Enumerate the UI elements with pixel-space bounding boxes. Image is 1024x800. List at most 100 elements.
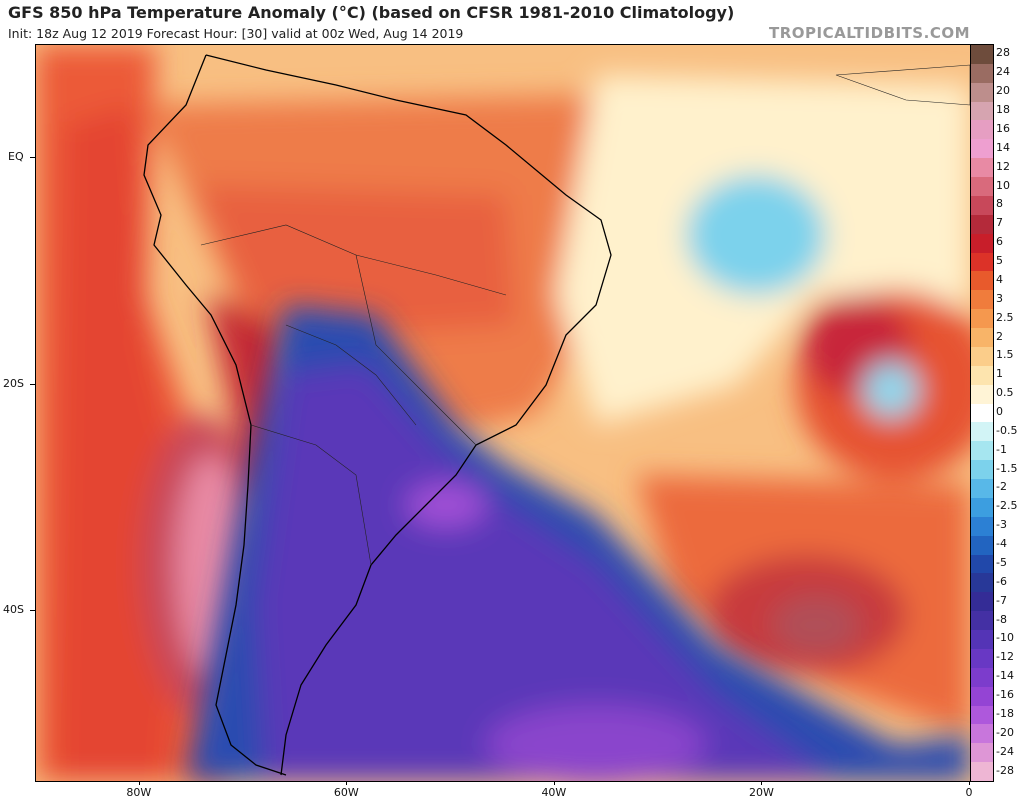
latitude-label: 20S xyxy=(3,376,24,390)
colorbar-swatch xyxy=(971,139,993,159)
longitude-tick xyxy=(553,781,555,785)
colorbar-swatch xyxy=(971,177,993,197)
colorbar-swatch xyxy=(971,45,993,65)
colorbar-label: -3 xyxy=(996,518,1007,532)
colorbar-label: -16 xyxy=(996,688,1014,702)
colorbar-swatch xyxy=(971,573,993,593)
colorbar-label: -1.5 xyxy=(996,461,1018,475)
longitude-label: 40W xyxy=(541,786,567,799)
colorbar-label: 3 xyxy=(996,291,1003,305)
colorbar-label: -6 xyxy=(996,574,1007,588)
colorbar-label: 14 xyxy=(996,140,1010,154)
colorbar-swatch xyxy=(971,328,993,348)
colorbar-swatch xyxy=(971,611,993,631)
map-subtitle: Init: 18z Aug 12 2019 Forecast Hour: [30… xyxy=(8,26,464,41)
colorbar-label: -2.5 xyxy=(996,499,1018,513)
colorbar-label: -8 xyxy=(996,612,1007,626)
colorbar-label: 20 xyxy=(996,84,1010,98)
colorbar-label: -24 xyxy=(996,744,1014,758)
cold-air-minimum xyxy=(406,483,486,527)
colorbar-swatch xyxy=(971,554,993,574)
anomaly-map xyxy=(35,44,971,782)
longitude-label: 0 xyxy=(965,786,973,799)
colorbar-swatch xyxy=(971,497,993,518)
colorbar-swatch xyxy=(971,346,993,367)
colorbar-swatch xyxy=(971,686,993,706)
longitude-label: 80W xyxy=(126,786,152,799)
longitude-tick xyxy=(138,781,140,785)
colorbar-label: 18 xyxy=(996,103,1010,117)
colorbar-swatch xyxy=(971,82,993,103)
colorbar-label: 10 xyxy=(996,178,1010,192)
colorbar-swatch xyxy=(971,384,993,405)
colorbar-swatch xyxy=(971,309,993,329)
south-atlantic-peak xyxy=(771,595,861,655)
colorbar-label: 28 xyxy=(996,46,1010,60)
colorbar-label: 7 xyxy=(996,216,1003,230)
colorbar-label: 24 xyxy=(996,65,1010,79)
colorbar-swatch xyxy=(971,516,993,537)
colorbar-label: 2 xyxy=(996,329,1003,343)
longitude-label: 60W xyxy=(333,786,359,799)
colorbar-swatch xyxy=(971,667,993,688)
latitude-tick xyxy=(30,157,35,159)
longitude-tick xyxy=(761,781,763,785)
colorbar-label: 2.5 xyxy=(996,310,1014,324)
colorbar-swatch xyxy=(971,403,993,423)
colorbar-label: 0 xyxy=(996,405,1003,418)
map-title: GFS 850 hPa Temperature Anomaly (°C) (ba… xyxy=(8,3,735,22)
colorbar-label: -1 xyxy=(996,442,1007,456)
cold-air-trough xyxy=(486,705,706,781)
colorbar-swatch xyxy=(971,252,993,272)
colorbar-swatch xyxy=(971,592,993,612)
anomaly-field xyxy=(36,45,970,781)
latitude-label: EQ xyxy=(8,150,24,164)
colorbar-swatch xyxy=(971,422,993,442)
colorbar-label: -20 xyxy=(996,725,1014,739)
colorbar-swatch xyxy=(971,101,993,121)
colorbar-label: -10 xyxy=(996,631,1014,645)
colorbar-swatch xyxy=(971,441,993,461)
latitude-label: 40S xyxy=(3,603,24,617)
colorbar-label: 8 xyxy=(996,197,1003,211)
colorbar-swatch xyxy=(971,705,993,725)
continental-warm-core xyxy=(196,185,516,335)
longitude-label: 20W xyxy=(749,786,774,799)
colorbar-swatch xyxy=(971,63,993,84)
colorbar-swatch xyxy=(971,365,993,386)
colorbar-label: -2 xyxy=(996,480,1007,494)
colorbar-label: 0.5 xyxy=(996,386,1014,400)
longitude-tick xyxy=(969,781,970,785)
colorbar-label: 6 xyxy=(996,235,1003,249)
colorbar-label: 1 xyxy=(996,367,1003,381)
colorbar-swatch xyxy=(971,743,993,763)
colorbar-label: -4 xyxy=(996,537,1007,551)
source-credit: TROPICALTIDBITS.COM xyxy=(769,24,970,42)
colorbar-swatch xyxy=(971,535,993,556)
colorbar-label: -14 xyxy=(996,669,1014,683)
latitude-tick xyxy=(30,383,35,385)
colorbar-swatch xyxy=(971,479,993,499)
colorbar xyxy=(970,44,994,782)
colorbar-swatch xyxy=(971,158,993,178)
colorbar-label: -28 xyxy=(996,763,1014,777)
colorbar-label: 16 xyxy=(996,121,1010,135)
atlantic-cool-patch xyxy=(686,175,826,295)
colorbar-label: -0.5 xyxy=(996,423,1018,437)
longitude-tick xyxy=(346,781,348,785)
colorbar-swatch xyxy=(971,460,993,480)
colorbar-label: 12 xyxy=(996,159,1010,173)
colorbar-swatch xyxy=(971,271,993,291)
colorbar-label: 1.5 xyxy=(996,348,1014,362)
colorbar-swatch xyxy=(971,233,993,254)
colorbar-swatch xyxy=(971,762,993,782)
colorbar-swatch xyxy=(971,195,993,216)
colorbar-swatch xyxy=(971,724,993,744)
atlantic-cool-eye xyxy=(863,362,919,418)
colorbar-swatch xyxy=(971,648,993,669)
colorbar-label: -7 xyxy=(996,593,1007,607)
colorbar-swatch xyxy=(971,290,993,310)
colorbar-label: -5 xyxy=(996,555,1007,569)
colorbar-swatch xyxy=(971,214,993,235)
country-borders xyxy=(200,64,970,566)
